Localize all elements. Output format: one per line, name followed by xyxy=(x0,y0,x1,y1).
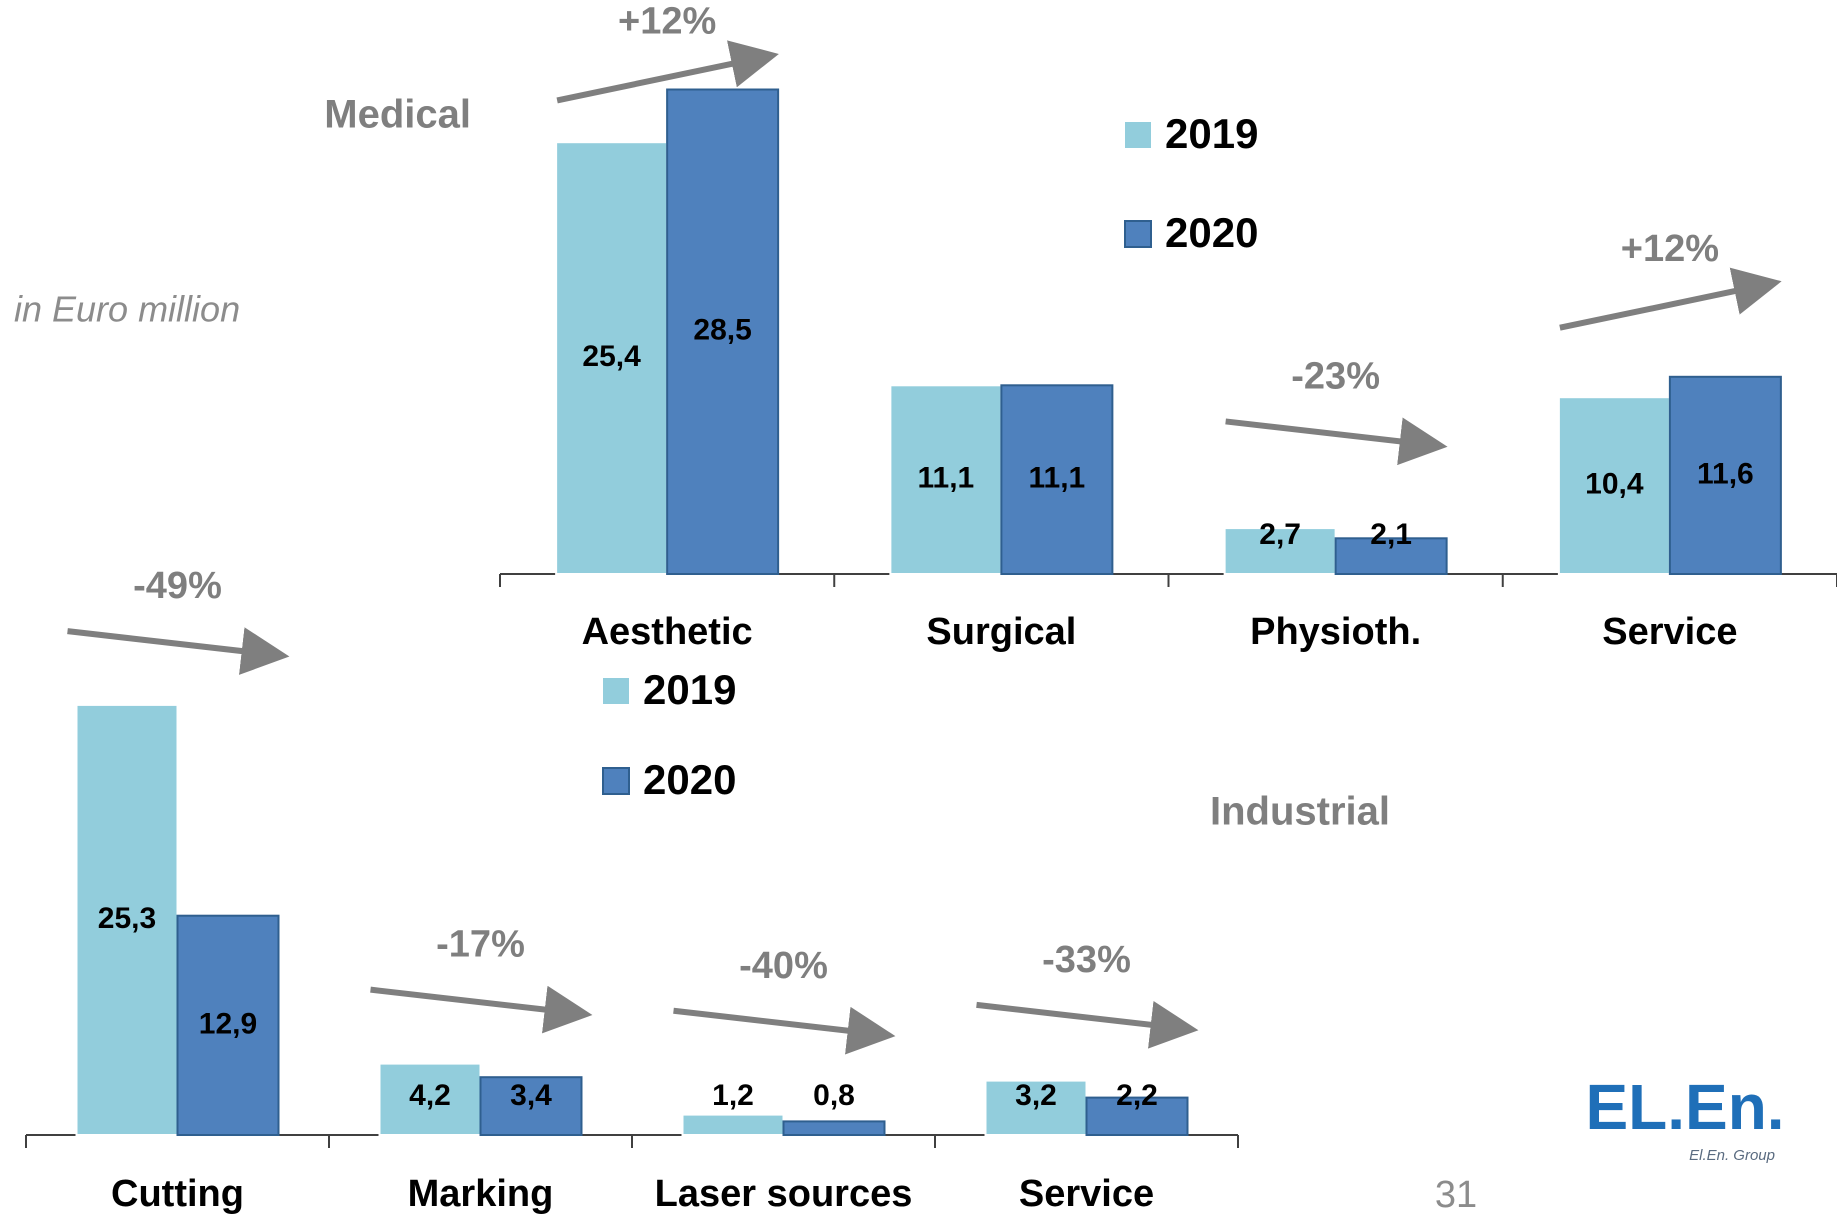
x-tick-label: Marking xyxy=(408,1173,554,1215)
x-tick-label: Aesthetic xyxy=(582,611,753,653)
page-number: 31 xyxy=(1435,1174,1477,1216)
x-tick-label: Laser sources xyxy=(655,1173,913,1215)
bar xyxy=(782,1120,886,1137)
bar xyxy=(555,141,669,575)
bar xyxy=(681,1113,785,1136)
value-label: 2,1 xyxy=(1370,518,1412,551)
bar xyxy=(1334,537,1448,575)
x-tick-label: Physioth. xyxy=(1250,611,1421,653)
value-label: 3,4 xyxy=(510,1079,552,1112)
bar xyxy=(479,1076,583,1136)
annotation: -49% xyxy=(133,565,222,607)
value-label: 28,5 xyxy=(693,314,751,347)
legend-label: 2019 xyxy=(643,666,736,713)
value-label: 12,9 xyxy=(199,1007,257,1040)
value-label: 11,1 xyxy=(918,462,975,495)
value-label: 11,1 xyxy=(1029,462,1086,495)
bar xyxy=(1223,527,1337,575)
legend-swatch xyxy=(1125,122,1151,148)
value-label: 25,4 xyxy=(582,340,641,373)
trend-arrow xyxy=(1559,267,1782,331)
bar xyxy=(1557,396,1671,576)
value-label: 10,4 xyxy=(1585,468,1644,501)
value-label: 2,2 xyxy=(1116,1079,1158,1112)
trend-arrow xyxy=(1225,417,1448,466)
annotation: +12% xyxy=(618,0,716,42)
legend-swatch xyxy=(603,678,629,704)
x-tick-label: Surgical xyxy=(926,611,1076,653)
legend-swatch xyxy=(602,767,630,795)
annotation: -17% xyxy=(436,924,525,966)
trend-arrow xyxy=(556,40,779,104)
value-label: 3,2 xyxy=(1015,1079,1057,1112)
value-label: 11,6 xyxy=(1697,457,1754,490)
annotation: -33% xyxy=(1042,939,1131,981)
trend-arrow xyxy=(976,1000,1199,1049)
trend-arrow xyxy=(673,1006,896,1055)
bar xyxy=(1668,375,1782,575)
chart-title: Medical xyxy=(324,93,471,137)
x-tick-label: Service xyxy=(1602,611,1737,653)
bar xyxy=(666,88,780,575)
annotation: -40% xyxy=(739,945,828,987)
value-label: 0,8 xyxy=(813,1079,855,1112)
bar xyxy=(1000,384,1114,575)
value-label: 4,2 xyxy=(409,1079,451,1112)
trend-arrow xyxy=(67,627,290,675)
bar xyxy=(75,703,179,1137)
legend-label: 2019 xyxy=(1165,110,1258,157)
legend-swatch xyxy=(1124,220,1152,248)
chart-title: Industrial xyxy=(1210,790,1390,834)
bar xyxy=(378,1062,482,1136)
annotation: -23% xyxy=(1291,355,1380,397)
trend-arrow xyxy=(370,985,593,1034)
value-label: 2,7 xyxy=(1259,518,1301,551)
value-label: 1,2 xyxy=(712,1079,754,1112)
bar xyxy=(984,1079,1088,1136)
x-tick-label: Cutting xyxy=(111,1173,244,1215)
x-tick-label: Service xyxy=(1019,1173,1154,1215)
logo-caption: El.En. Group xyxy=(1689,1147,1775,1164)
value-label: 25,3 xyxy=(98,902,156,935)
bar xyxy=(1085,1096,1189,1136)
legend-label: 2020 xyxy=(1165,209,1258,256)
legend-label: 2020 xyxy=(643,756,736,803)
bar xyxy=(176,914,280,1137)
annotation: +12% xyxy=(1621,228,1719,270)
unit-note: in Euro million xyxy=(14,289,240,330)
logo-text: EL.En. xyxy=(1585,1071,1784,1143)
